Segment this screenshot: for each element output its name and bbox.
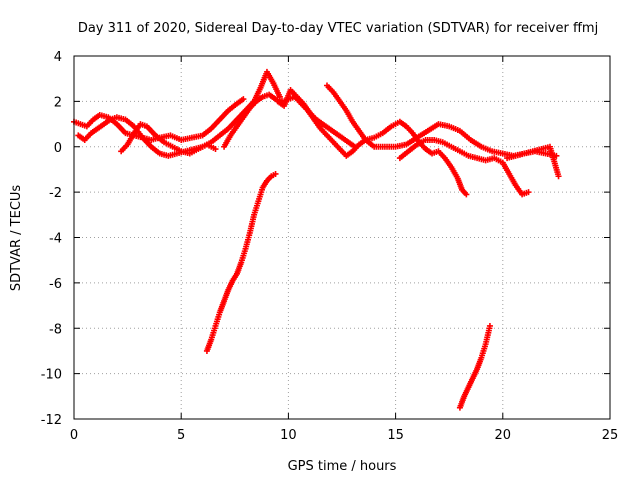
data-point bbox=[351, 143, 358, 150]
y-axis-label: SDTVAR / TECUs bbox=[9, 185, 24, 292]
y-tick-label: 2 bbox=[54, 95, 62, 110]
data-point bbox=[486, 322, 493, 329]
axis-ticks: 0 5 10 15 20 25 -12 -10 -8 -6 -4 -2 0 2 4 bbox=[41, 50, 619, 443]
x-tick-label: 20 bbox=[495, 428, 512, 443]
series-track-b bbox=[75, 68, 283, 159]
data-point bbox=[212, 146, 219, 153]
data-point bbox=[463, 191, 470, 198]
y-tick-label: 0 bbox=[54, 141, 62, 156]
y-tick-label: -4 bbox=[49, 232, 62, 247]
y-tick-label: -2 bbox=[49, 186, 62, 201]
series-track-j bbox=[274, 87, 358, 150]
y-tick-label: -10 bbox=[41, 368, 62, 383]
data-point bbox=[555, 173, 562, 180]
x-tick-label: 25 bbox=[602, 428, 619, 443]
data-points bbox=[71, 68, 562, 411]
y-tick-label: -6 bbox=[49, 277, 62, 292]
series-track-k bbox=[456, 322, 493, 411]
x-tick-label: 5 bbox=[177, 428, 185, 443]
data-point bbox=[240, 96, 247, 103]
x-tick-label: 15 bbox=[387, 428, 404, 443]
data-point bbox=[272, 170, 279, 177]
chart-title: Day 311 of 2020, Sidereal Day-to-day VTE… bbox=[78, 21, 598, 36]
series-track-i bbox=[504, 143, 562, 180]
y-tick-label: 4 bbox=[54, 50, 62, 65]
data-point bbox=[525, 189, 532, 196]
x-tick-label: 0 bbox=[70, 428, 78, 443]
x-axis-label: GPS time / hours bbox=[288, 459, 397, 474]
y-tick-label: -8 bbox=[49, 322, 62, 337]
series-track-f bbox=[285, 93, 470, 198]
series-track-e bbox=[203, 170, 279, 354]
grid-lines bbox=[74, 56, 610, 419]
x-tick-label: 10 bbox=[280, 428, 297, 443]
series-track-h bbox=[396, 136, 532, 198]
series-track-c bbox=[118, 121, 219, 157]
y-tick-label: -12 bbox=[41, 413, 62, 428]
plot-frame bbox=[73, 55, 611, 420]
series-track-g bbox=[323, 82, 560, 159]
